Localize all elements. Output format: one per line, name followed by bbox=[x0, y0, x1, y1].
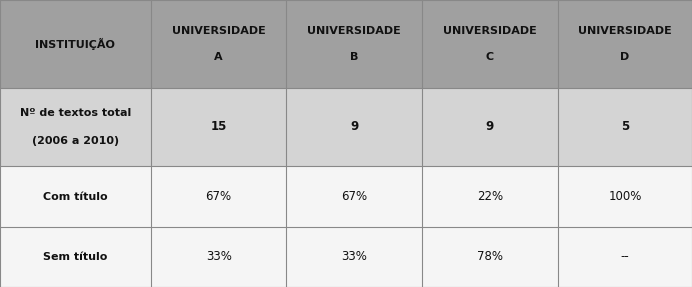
Text: 78%: 78% bbox=[477, 250, 503, 263]
Bar bbox=[0, 88, 151, 166]
Bar bbox=[286, 227, 422, 287]
Bar bbox=[422, 88, 558, 166]
Text: UNIVERSIDADE

A: UNIVERSIDADE A bbox=[172, 26, 266, 62]
Text: UNIVERSIDADE

C: UNIVERSIDADE C bbox=[443, 26, 537, 62]
Bar bbox=[286, 88, 422, 166]
Bar bbox=[558, 227, 692, 287]
Text: 67%: 67% bbox=[206, 190, 232, 203]
Bar bbox=[286, 166, 422, 227]
Bar bbox=[422, 227, 558, 287]
Bar bbox=[0, 166, 151, 227]
Bar bbox=[286, 0, 422, 88]
Text: 5: 5 bbox=[621, 121, 629, 133]
Text: 22%: 22% bbox=[477, 190, 503, 203]
Text: 67%: 67% bbox=[341, 190, 367, 203]
Bar bbox=[151, 0, 286, 88]
Text: Nº de textos total

(2006 a 2010): Nº de textos total (2006 a 2010) bbox=[20, 108, 131, 146]
Text: UNIVERSIDADE

D: UNIVERSIDADE D bbox=[578, 26, 672, 62]
Bar bbox=[151, 166, 286, 227]
Bar bbox=[422, 0, 558, 88]
Bar bbox=[151, 227, 286, 287]
Bar bbox=[0, 0, 151, 88]
Bar bbox=[422, 166, 558, 227]
Bar bbox=[558, 88, 692, 166]
Bar bbox=[558, 166, 692, 227]
Text: 9: 9 bbox=[350, 121, 358, 133]
Text: INSTITUIÇÃO: INSTITUIÇÃO bbox=[35, 38, 116, 50]
Text: Com título: Com título bbox=[43, 192, 108, 201]
Text: Sem título: Sem título bbox=[43, 252, 108, 262]
Bar bbox=[151, 88, 286, 166]
Text: 33%: 33% bbox=[206, 250, 232, 263]
Text: 15: 15 bbox=[210, 121, 227, 133]
Text: UNIVERSIDADE

B: UNIVERSIDADE B bbox=[307, 26, 401, 62]
Bar bbox=[558, 0, 692, 88]
Text: 33%: 33% bbox=[341, 250, 367, 263]
Text: 100%: 100% bbox=[608, 190, 641, 203]
Text: 9: 9 bbox=[486, 121, 494, 133]
Bar bbox=[0, 227, 151, 287]
Text: --: -- bbox=[621, 250, 629, 263]
